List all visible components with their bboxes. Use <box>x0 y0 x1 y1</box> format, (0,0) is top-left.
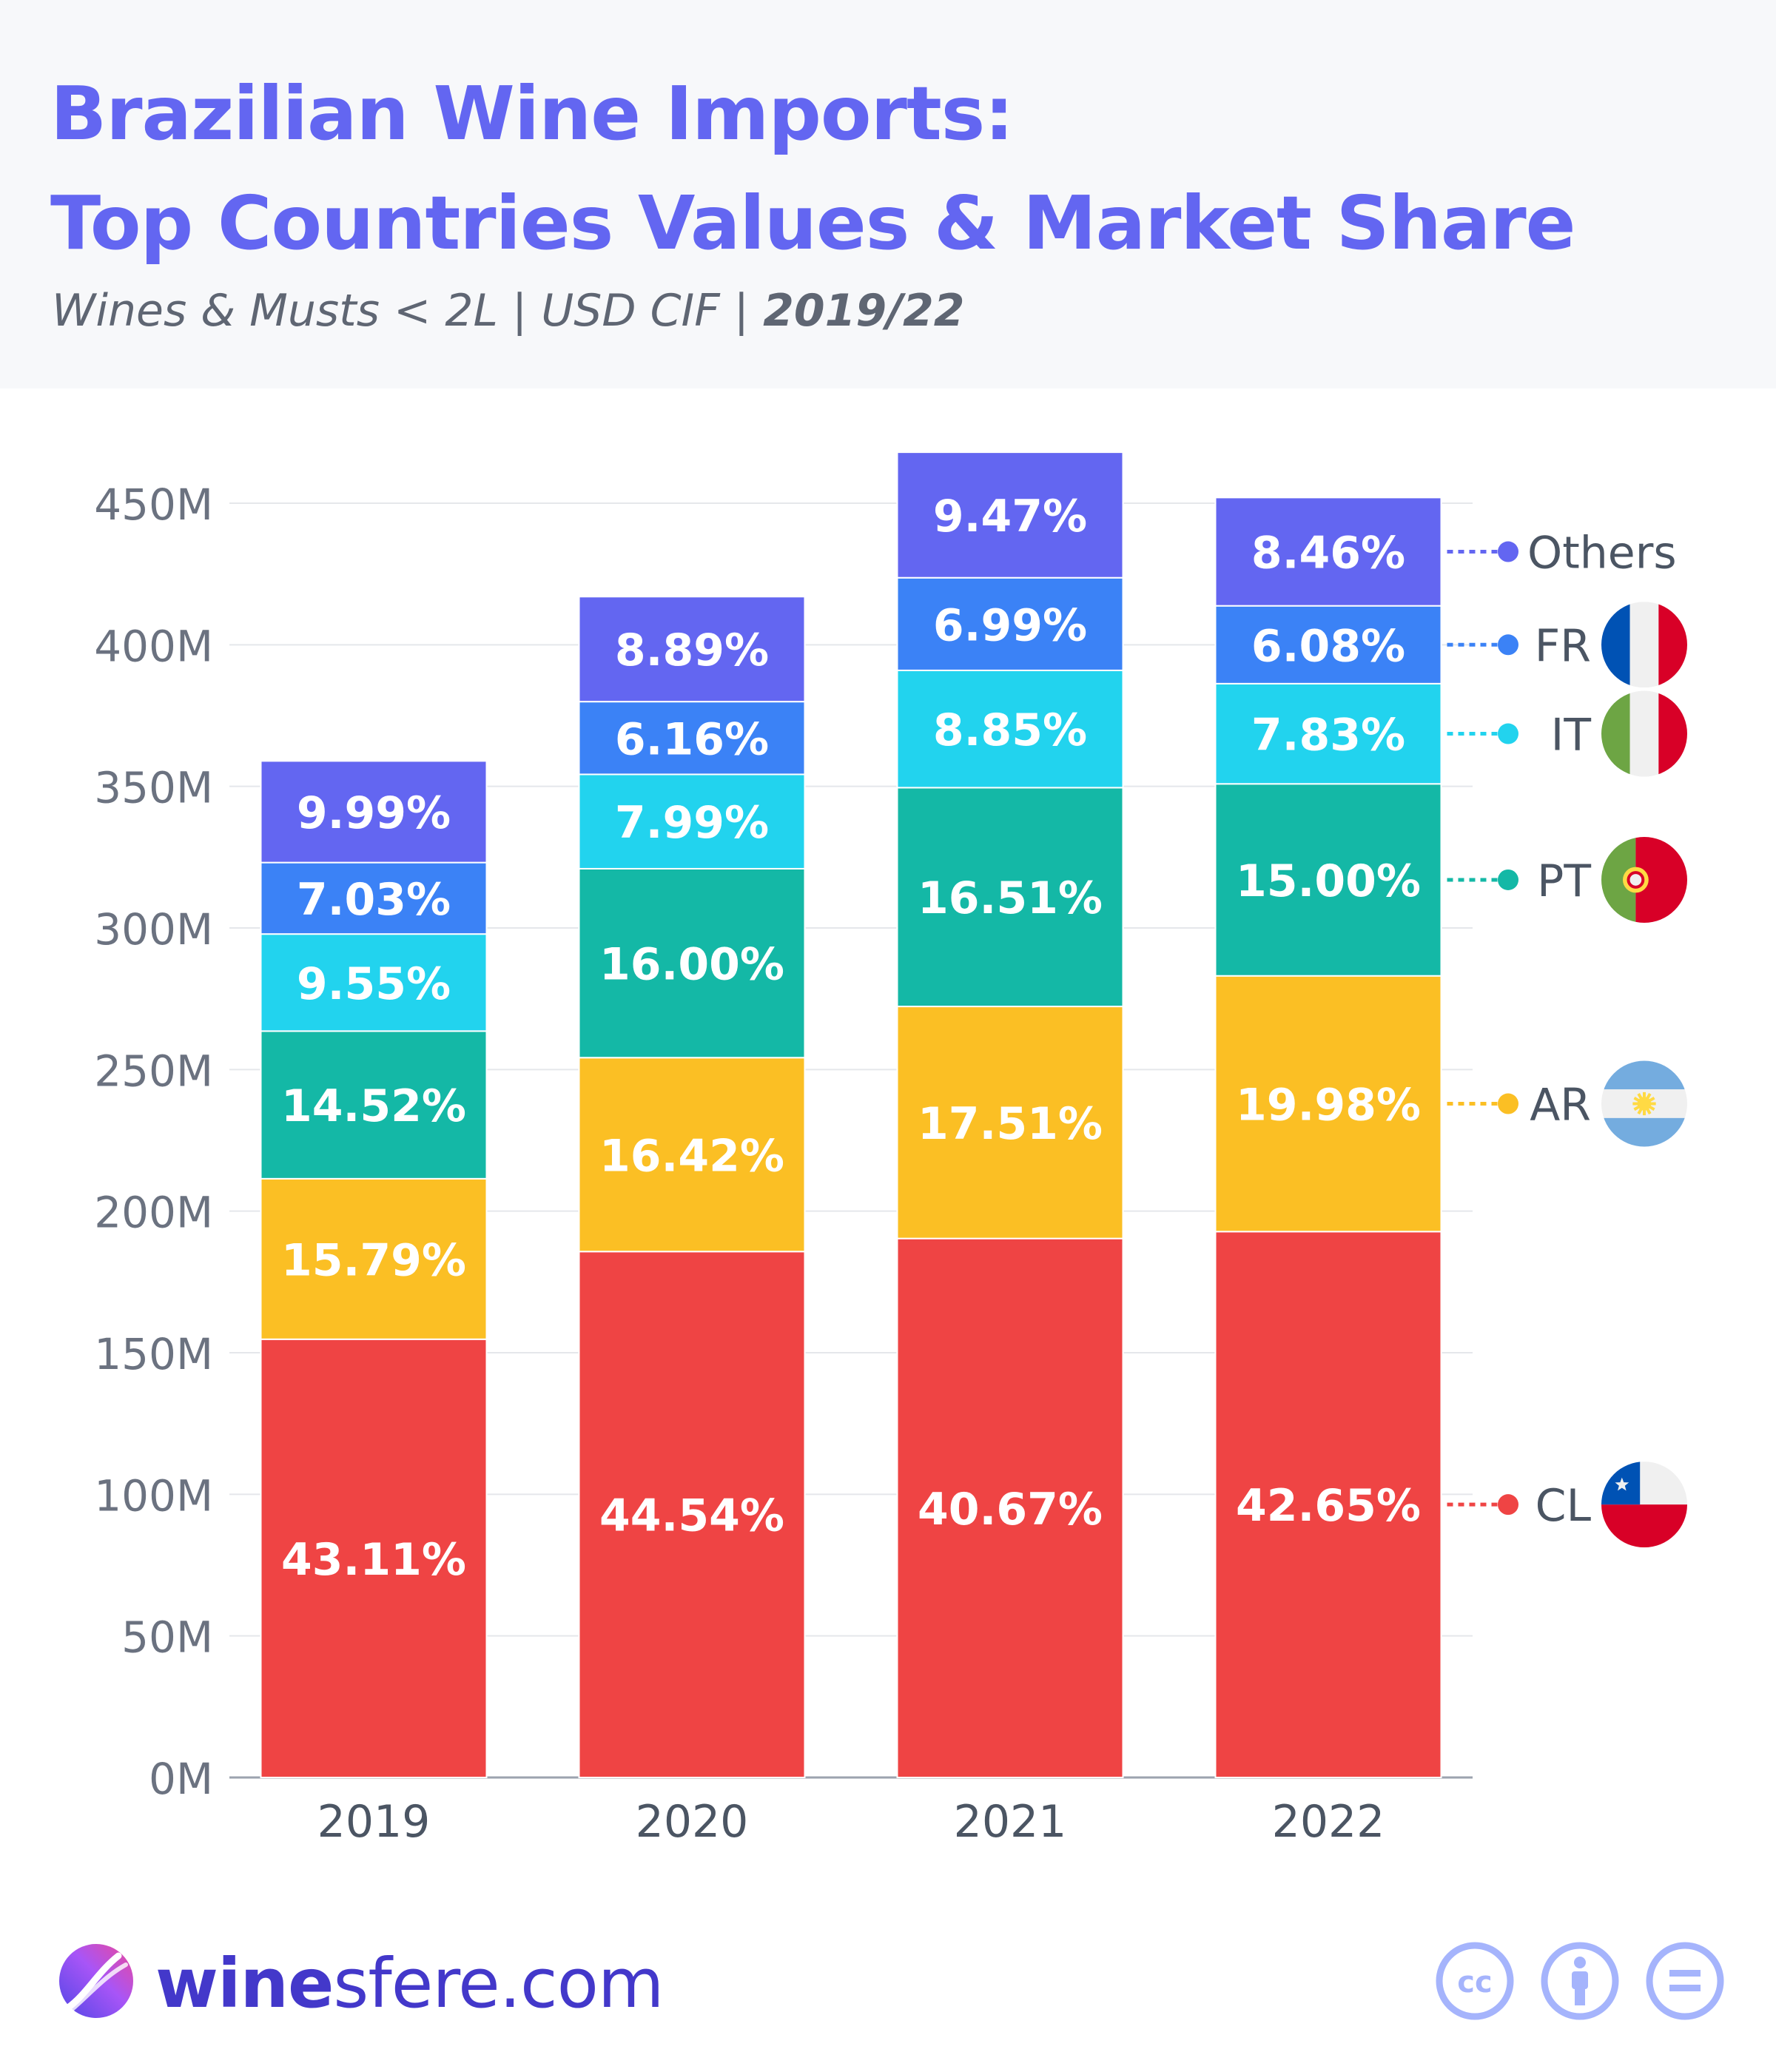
bar-segment-fr[interactable] <box>1214 605 1442 684</box>
bar-segment-it[interactable] <box>896 669 1124 789</box>
data-label: 9.47% <box>933 491 1087 542</box>
legend-marker <box>1498 1494 1518 1516</box>
data-label: 8.89% <box>615 625 769 676</box>
bar-segment-ar[interactable] <box>1214 975 1442 1233</box>
data-label: 44.54% <box>599 1490 784 1542</box>
data-label: 6.99% <box>933 599 1087 651</box>
title-line-2: Top Countries Values & Market Share <box>50 180 1576 266</box>
legend-label-pt[interactable]: PT <box>1537 855 1591 907</box>
no-derivatives-icon[interactable] <box>1644 1940 1726 2022</box>
x-tick-label: 2021 <box>954 1796 1067 1848</box>
data-label: 7.99% <box>615 797 769 849</box>
y-tick-label: 300M <box>94 904 213 955</box>
bar-segment-others[interactable] <box>896 451 1124 579</box>
bar-segment-pt[interactable] <box>896 787 1124 1008</box>
y-tick-label: 0M <box>149 1754 213 1804</box>
subtitle-text: Wines & Musts < 2L | USD CIF | <box>52 285 764 337</box>
y-tick-label: 400M <box>94 621 213 671</box>
bar-segment-cl[interactable] <box>578 1251 806 1779</box>
bar-segment-ar[interactable] <box>896 1006 1124 1240</box>
data-label: 14.52% <box>281 1080 466 1132</box>
title-line-1: Brazilian Wine Imports: <box>50 70 1014 157</box>
legend-marker <box>1498 869 1518 890</box>
y-tick-label: 350M <box>94 763 213 813</box>
chile-flag-icon <box>1601 1462 1687 1548</box>
portugal-flag-icon <box>1601 836 1687 923</box>
legend-marker <box>1498 541 1518 562</box>
cc-icon[interactable]: cc <box>1434 1940 1516 2022</box>
bar-segment-it[interactable] <box>1214 682 1442 785</box>
x-tick-label: 2022 <box>1272 1796 1385 1848</box>
x-tick-label: 2019 <box>317 1796 431 1848</box>
data-label: 16.42% <box>599 1130 784 1182</box>
header-band: Brazilian Wine Imports: Top Countries Va… <box>0 0 1776 388</box>
data-label: 9.55% <box>297 958 451 1010</box>
y-tick-label: 250M <box>94 1046 213 1096</box>
bar-segment-it[interactable] <box>578 773 806 870</box>
bar-segment-ar[interactable] <box>260 1177 488 1340</box>
bar-segment-fr[interactable] <box>578 701 806 776</box>
data-label: 17.51% <box>918 1098 1103 1150</box>
data-label: 42.65% <box>1236 1480 1421 1532</box>
bar-segment-pt[interactable] <box>578 867 806 1059</box>
legend-marker <box>1498 634 1518 656</box>
winesfere-logo-icon <box>59 1944 133 2019</box>
data-label: 6.08% <box>1251 620 1405 672</box>
bar-segment-others[interactable] <box>260 760 488 864</box>
y-tick-label: 150M <box>94 1329 213 1379</box>
bar-segment-others[interactable] <box>1214 497 1442 607</box>
data-label: 15.00% <box>1236 855 1421 907</box>
data-label: 8.46% <box>1251 528 1405 579</box>
brand-name: winesfere.com <box>155 1943 664 2023</box>
x-tick-label: 2020 <box>636 1796 749 1848</box>
france-flag-icon <box>1601 602 1687 688</box>
data-label: 6.16% <box>615 713 769 765</box>
data-label: 16.00% <box>599 939 784 991</box>
bar-segment-cl[interactable] <box>896 1237 1124 1778</box>
bar-segment-cl[interactable] <box>1214 1231 1442 1778</box>
legend-label-fr[interactable]: FR <box>1535 620 1591 672</box>
data-label: 40.67% <box>918 1484 1103 1536</box>
data-label: 7.83% <box>1251 710 1405 761</box>
y-tick-label: 450M <box>94 480 213 530</box>
winesfere-logo[interactable]: winesfere.com <box>46 1935 786 2031</box>
svg-text:cc: cc <box>1457 1965 1492 1999</box>
data-label: 43.11% <box>281 1534 466 1586</box>
subtitle-years: 2019/22 <box>763 285 965 337</box>
legend-marker <box>1498 1093 1518 1114</box>
y-tick-label: 100M <box>94 1470 213 1521</box>
data-label: 8.85% <box>933 704 1087 756</box>
legend-label-ar[interactable]: AR <box>1530 1080 1591 1131</box>
legend-marker <box>1498 723 1518 744</box>
bar-segment-it[interactable] <box>260 933 488 1032</box>
bar-segment-pt[interactable] <box>260 1030 488 1180</box>
bar-segment-fr[interactable] <box>896 576 1124 671</box>
data-label: 16.51% <box>918 872 1103 924</box>
y-tick-label: 200M <box>94 1188 213 1238</box>
legend-label-others[interactable]: Others <box>1527 528 1677 579</box>
argentina-flag-icon <box>1601 1060 1687 1147</box>
italy-flag-icon <box>1601 690 1687 777</box>
bar-segment-ar[interactable] <box>578 1057 806 1253</box>
data-label: 9.99% <box>297 787 451 839</box>
bar-segment-others[interactable] <box>578 596 806 703</box>
legend-label-it[interactable]: IT <box>1551 710 1592 761</box>
bar-segment-pt[interactable] <box>1214 783 1442 977</box>
data-label: 19.98% <box>1236 1080 1421 1131</box>
bar-segment-fr[interactable] <box>260 861 488 935</box>
data-label: 15.79% <box>281 1234 466 1286</box>
data-label: 7.03% <box>297 874 451 926</box>
attribution-icon[interactable] <box>1539 1940 1621 2022</box>
chart-title: Brazilian Wine Imports: Top Countries Va… <box>50 59 1576 278</box>
y-tick-label: 50M <box>121 1612 213 1663</box>
legend-label-cl[interactable]: CL <box>1536 1480 1592 1532</box>
chart-subtitle: Wines & Musts < 2L | USD CIF | 2019/22 <box>52 281 965 340</box>
